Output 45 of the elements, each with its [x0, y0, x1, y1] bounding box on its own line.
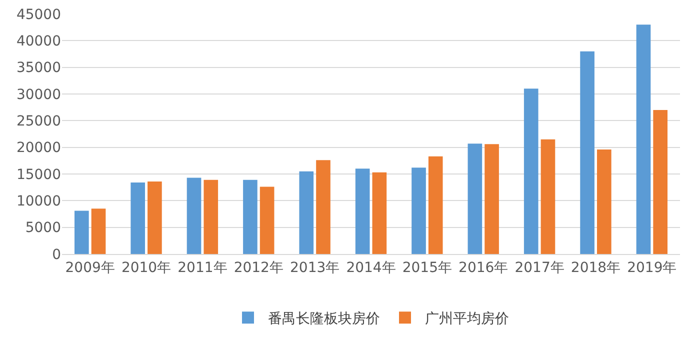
bar	[186, 178, 202, 254]
bar	[524, 88, 538, 254]
bar	[260, 186, 274, 254]
y-tick-label: 30000	[16, 86, 61, 103]
bar	[130, 182, 146, 254]
x-tick-label: 2018年	[570, 260, 621, 276]
x-tick-label: 2015年	[402, 260, 452, 276]
y-tick-label: 10000	[16, 194, 61, 210]
bar	[74, 210, 89, 254]
x-tick-label: 2009年	[65, 260, 115, 276]
y-tick-label: 25000	[16, 114, 61, 130]
bar	[540, 139, 556, 254]
bar	[355, 168, 370, 254]
x-tick-label: 2010年	[121, 260, 172, 276]
bar	[316, 160, 330, 254]
x-tick-label: 2012年	[234, 260, 284, 276]
x-tick-label: 2019年	[627, 260, 677, 276]
x-tick-label: 2011年	[178, 260, 228, 276]
x-tick-label: 2017年	[514, 260, 564, 276]
bar	[299, 171, 314, 254]
y-tick-label: 35000	[16, 60, 61, 76]
bar	[580, 51, 594, 254]
x-tick-label: 2016年	[458, 260, 508, 276]
bar	[204, 180, 218, 254]
x-tick-label: 2014年	[346, 260, 396, 276]
bar	[484, 144, 499, 254]
bar	[636, 24, 651, 254]
bar	[596, 149, 612, 254]
bar	[428, 156, 443, 254]
y-tick-label: 45000	[16, 6, 61, 23]
x-tick-label: 2013年	[290, 260, 340, 276]
y-tick-label: 20000	[16, 140, 61, 156]
bar	[468, 144, 482, 254]
legend-label: 广州平均房价	[425, 311, 509, 328]
bar	[91, 208, 106, 254]
bar	[243, 180, 258, 254]
y-tick-label: 0	[52, 246, 61, 263]
bar	[372, 172, 387, 254]
bar	[412, 168, 426, 254]
y-tick-label: 5000	[25, 220, 61, 236]
y-tick-label: 15000	[16, 166, 61, 183]
bar	[148, 181, 162, 254]
legend-label: 番禺长隆板块房价	[268, 311, 380, 328]
bar	[653, 110, 668, 254]
y-tick-label: 40000	[16, 34, 61, 50]
